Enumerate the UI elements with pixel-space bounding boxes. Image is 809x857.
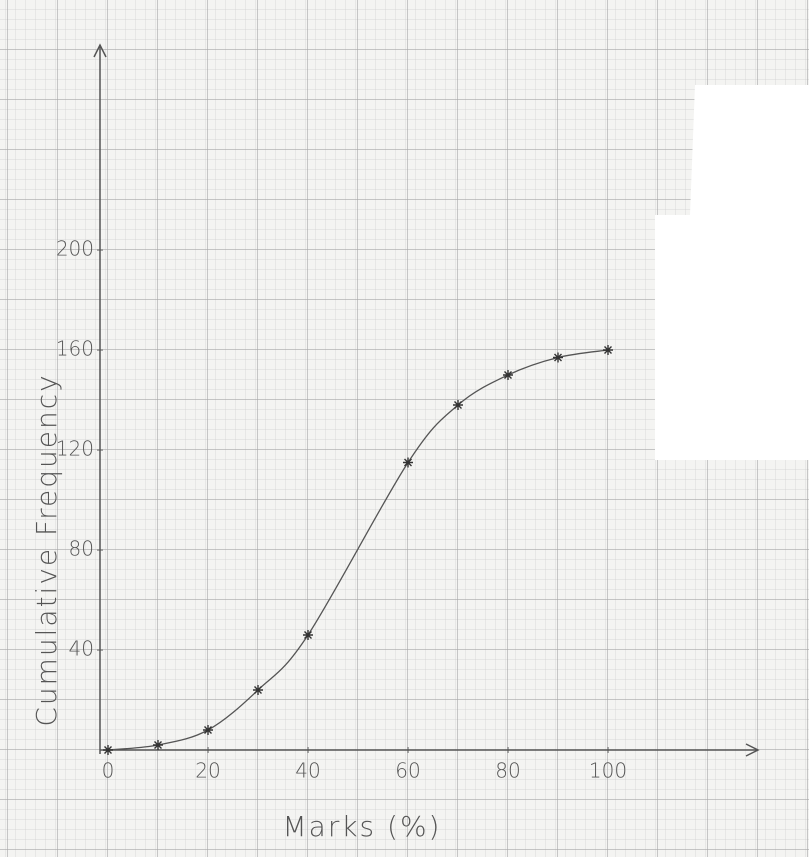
y-tick-label: 160 bbox=[56, 337, 94, 361]
y-tick-label: 200 bbox=[56, 237, 94, 261]
x-tick-label: 60 bbox=[395, 759, 420, 783]
y-axis-title: Cumulative Frequency bbox=[30, 373, 63, 726]
point bbox=[453, 400, 463, 410]
y-tick-label: 40 bbox=[69, 637, 94, 661]
y-tick-label: 80 bbox=[69, 537, 94, 561]
point bbox=[503, 370, 513, 380]
point bbox=[303, 630, 313, 640]
point bbox=[553, 352, 563, 363]
y-tick-label: 120 bbox=[56, 437, 94, 461]
point bbox=[153, 740, 163, 750]
point bbox=[103, 745, 113, 755]
x-tick-label: 0 bbox=[102, 759, 115, 783]
x-axis-arrow bbox=[745, 743, 760, 757]
x-tick-label: 80 bbox=[495, 759, 520, 783]
paper-patch bbox=[655, 85, 809, 460]
x-tick-label: 20 bbox=[195, 759, 220, 783]
curve bbox=[107, 349, 609, 751]
point bbox=[403, 457, 413, 468]
x-tick-label: 100 bbox=[589, 759, 627, 783]
point bbox=[253, 685, 263, 695]
x-tick-label: 40 bbox=[295, 759, 320, 783]
point bbox=[603, 345, 613, 355]
x-axis-title: Marks (%) bbox=[283, 810, 442, 843]
y-axis-arrow bbox=[93, 43, 107, 58]
point bbox=[203, 725, 213, 735]
